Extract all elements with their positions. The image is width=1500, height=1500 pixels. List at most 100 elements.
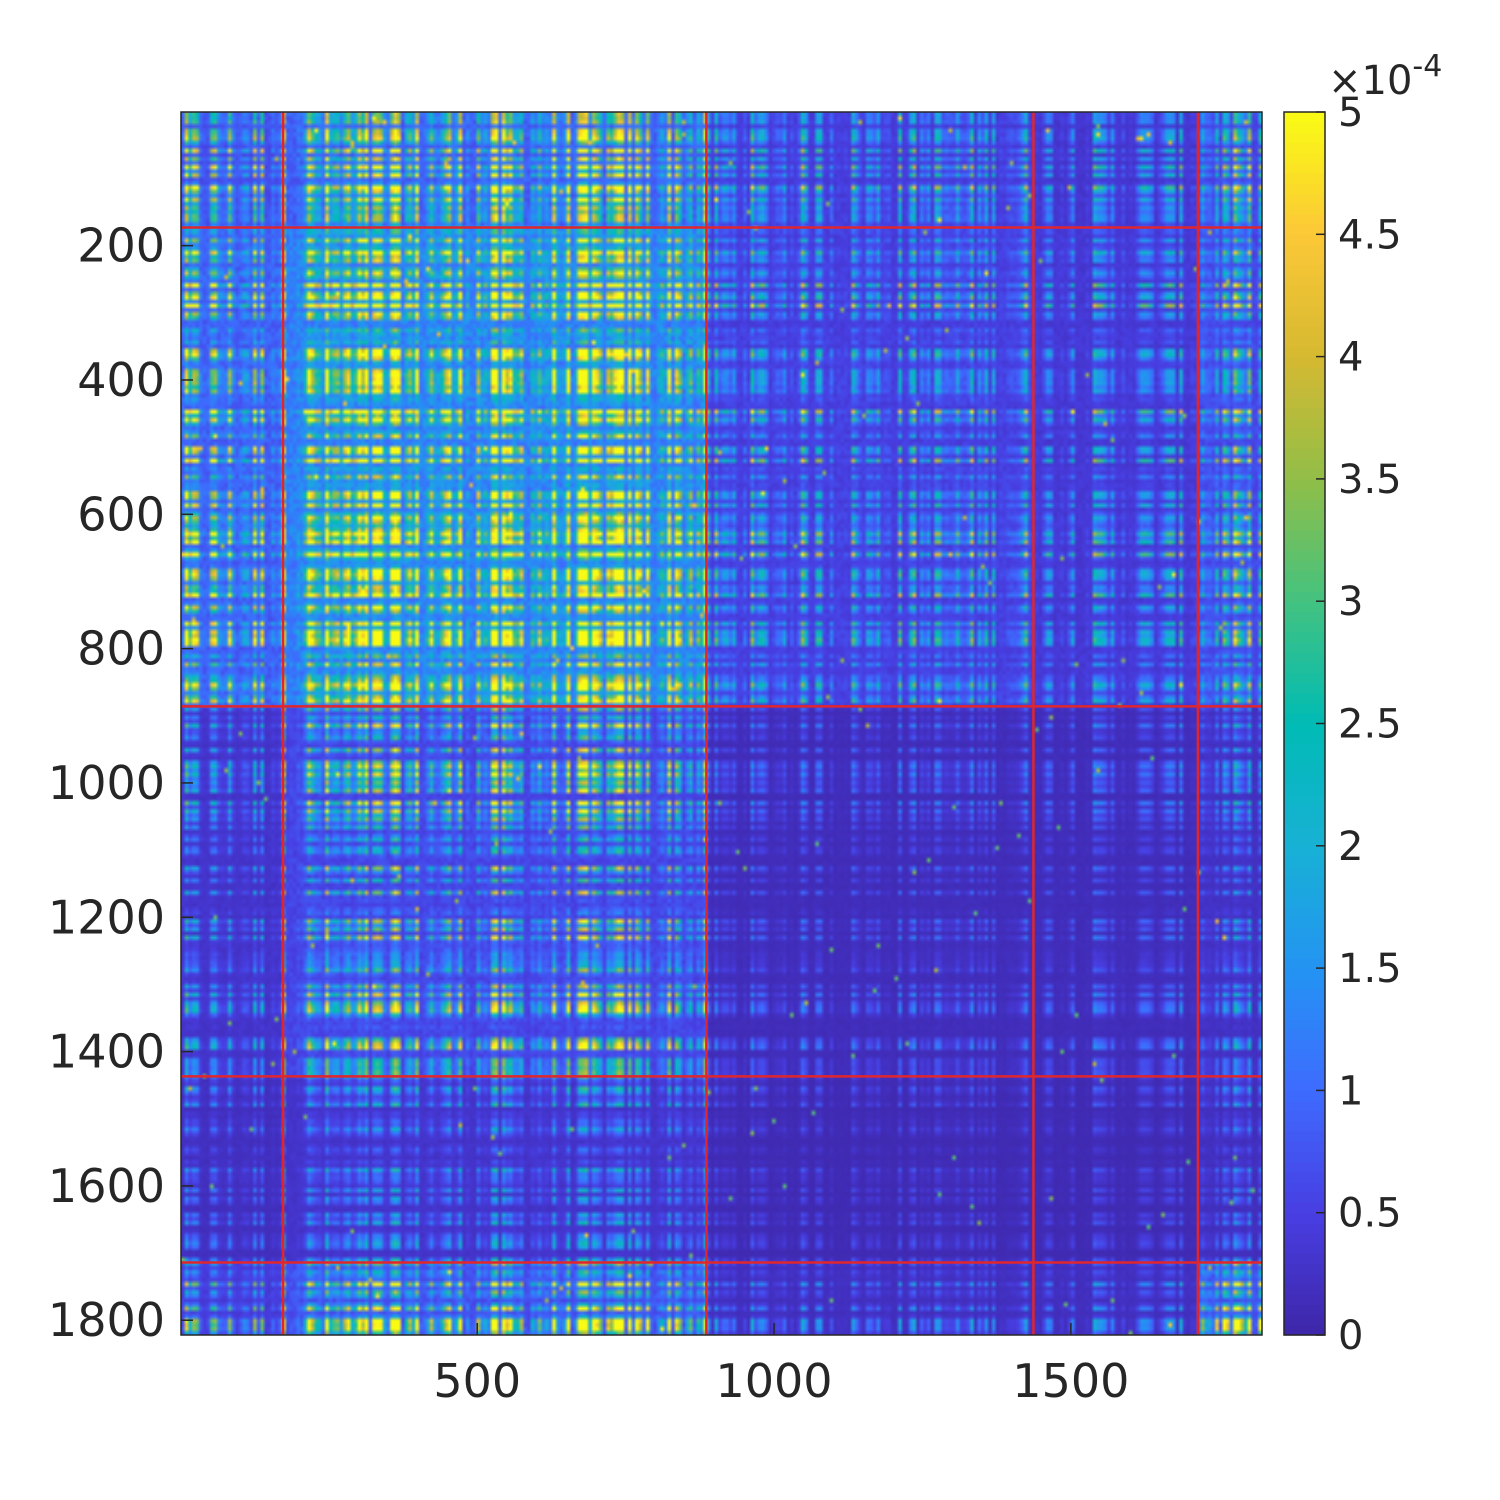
colorbar-segment bbox=[1284, 703, 1325, 714]
colorbar-segment bbox=[1284, 968, 1325, 979]
colorbar-segment bbox=[1284, 183, 1325, 195]
colorbar-tick-label: 3.5 bbox=[1338, 457, 1402, 503]
colorbar-segment bbox=[1284, 652, 1325, 663]
colorbar-segment bbox=[1284, 1070, 1325, 1081]
colorbar-segment bbox=[1284, 794, 1325, 806]
y-tick-label: 200 bbox=[77, 219, 165, 273]
colorbar-segment bbox=[1284, 489, 1325, 500]
colorbar-segment bbox=[1284, 1008, 1325, 1020]
colorbar: 0 0.5 1 1.5 2 2.5 3 3.5 4 4.5 5 ×10-4 bbox=[1283, 49, 1442, 1359]
colorbar-segment bbox=[1284, 346, 1325, 358]
colorbar-segment bbox=[1284, 988, 1325, 1000]
colorbar-segment bbox=[1284, 1120, 1325, 1132]
colorbar-segment bbox=[1284, 142, 1325, 154]
colorbar-segment bbox=[1284, 1314, 1325, 1326]
colorbar-segment bbox=[1284, 1141, 1325, 1153]
colorbar-segment bbox=[1284, 1110, 1325, 1122]
colorbar-segment bbox=[1284, 1222, 1325, 1234]
colorbar-segment bbox=[1284, 682, 1325, 694]
colorbar-segment bbox=[1284, 499, 1325, 511]
colorbar-segment bbox=[1284, 641, 1325, 653]
colorbar-segment bbox=[1284, 978, 1325, 990]
colorbar-segment bbox=[1284, 1182, 1325, 1193]
colorbar-segment bbox=[1284, 1039, 1325, 1051]
colorbar-segment bbox=[1284, 326, 1325, 337]
colorbar-tick-label: 2 bbox=[1338, 824, 1363, 870]
colorbar-tick-label: 4 bbox=[1338, 335, 1363, 381]
colorbar-segment bbox=[1284, 1304, 1325, 1316]
colorbar-segment bbox=[1284, 519, 1325, 531]
colorbar-segment bbox=[1284, 743, 1325, 755]
colorbar-segment bbox=[1284, 529, 1325, 541]
colorbar-segment bbox=[1284, 356, 1325, 368]
colorbar-segment bbox=[1284, 1151, 1325, 1163]
x-tick-label: 500 bbox=[433, 1354, 521, 1408]
colorbar-segment bbox=[1284, 540, 1325, 551]
colorbar-segment bbox=[1284, 366, 1325, 378]
colorbar-segment bbox=[1284, 896, 1325, 908]
colorbar-segment bbox=[1284, 376, 1325, 388]
colorbar-segment bbox=[1284, 264, 1325, 276]
colorbar-segment bbox=[1284, 591, 1325, 602]
colorbar-segment bbox=[1284, 733, 1325, 745]
colorbar-exponent: ×10-4 bbox=[1328, 49, 1442, 104]
colorbar-exponent-base: ×10 bbox=[1328, 58, 1412, 104]
colorbar-segment bbox=[1284, 886, 1325, 898]
colorbar-segment bbox=[1284, 774, 1325, 786]
colorbar-segment bbox=[1284, 580, 1325, 592]
colorbar-segment bbox=[1284, 193, 1325, 205]
colorbar-segment bbox=[1284, 417, 1325, 429]
colorbar-segment bbox=[1284, 173, 1325, 184]
colorbar-segment bbox=[1284, 906, 1325, 918]
colorbar-segment bbox=[1284, 1131, 1325, 1142]
colorbar-segment bbox=[1284, 998, 1325, 1010]
y-tick-label: 400 bbox=[77, 353, 165, 407]
colorbar-segment bbox=[1284, 550, 1325, 562]
colorbar-segment bbox=[1284, 478, 1325, 490]
colorbar-segment bbox=[1284, 224, 1325, 235]
colorbar-segment bbox=[1284, 1273, 1325, 1285]
colorbar-segment bbox=[1284, 397, 1325, 409]
colorbar-gradient bbox=[1284, 112, 1325, 1336]
x-tick-label: 1500 bbox=[1012, 1354, 1129, 1408]
colorbar-segment bbox=[1284, 764, 1325, 776]
colorbar-segment bbox=[1284, 1029, 1325, 1041]
x-tick-label: 1000 bbox=[715, 1354, 832, 1408]
colorbar-segment bbox=[1284, 825, 1325, 837]
colorbar-segment bbox=[1284, 468, 1325, 480]
colorbar-segment bbox=[1284, 1059, 1325, 1071]
colorbar-segment bbox=[1284, 560, 1325, 572]
y-tick-label: 800 bbox=[77, 622, 165, 676]
x-axis: 500 1000 1500 bbox=[433, 1323, 1129, 1408]
colorbar-segment bbox=[1284, 937, 1325, 949]
colorbar-segment bbox=[1284, 1263, 1325, 1275]
colorbar-segment bbox=[1284, 254, 1325, 266]
colorbar-segment bbox=[1284, 845, 1325, 857]
colorbar-segment bbox=[1284, 1284, 1325, 1295]
colorbar-segment bbox=[1284, 611, 1325, 623]
colorbar-tick-label: 5 bbox=[1338, 90, 1363, 136]
colorbar-segment bbox=[1284, 947, 1325, 959]
colorbar-segment bbox=[1284, 1243, 1325, 1255]
colorbar-segment bbox=[1284, 631, 1325, 643]
colorbar-segment bbox=[1284, 1294, 1325, 1306]
colorbar-segment bbox=[1284, 1090, 1325, 1102]
colorbar-segment bbox=[1284, 1049, 1325, 1061]
colorbar-segment bbox=[1284, 876, 1325, 888]
colorbar-segment bbox=[1284, 244, 1325, 256]
colorbar-segment bbox=[1284, 234, 1325, 246]
y-tick-label: 1400 bbox=[48, 1025, 165, 1079]
colorbar-segment bbox=[1284, 458, 1325, 470]
colorbar-segment bbox=[1284, 132, 1325, 144]
colorbar-ticks: 0 0.5 1 1.5 2 2.5 3 3.5 4 4.5 5 bbox=[1316, 90, 1402, 1359]
colorbar-segment bbox=[1284, 162, 1325, 174]
colorbar-segment bbox=[1284, 672, 1325, 684]
y-tick-label: 1600 bbox=[48, 1159, 165, 1213]
colorbar-segment bbox=[1284, 713, 1325, 725]
colorbar-segment bbox=[1284, 213, 1325, 225]
colorbar-segment bbox=[1284, 692, 1325, 704]
colorbar-segment bbox=[1284, 1212, 1325, 1224]
colorbar-segment bbox=[1284, 866, 1325, 877]
colorbar-segment bbox=[1284, 855, 1325, 867]
